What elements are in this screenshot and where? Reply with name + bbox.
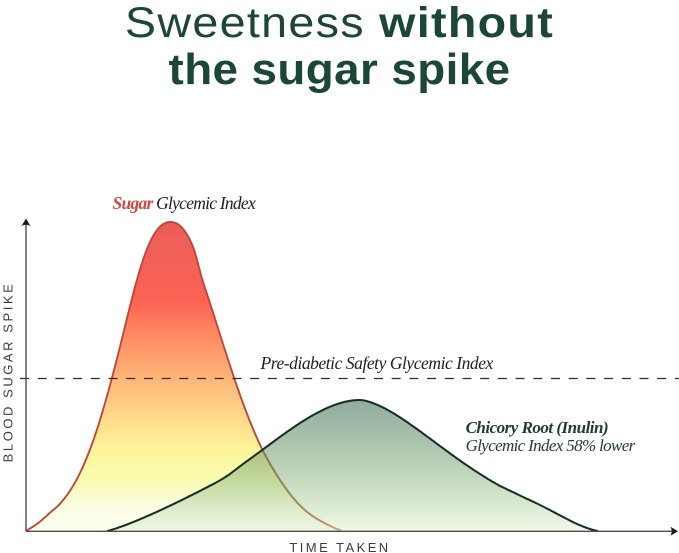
svg-text:Sugar Glycemic Index: Sugar Glycemic Index [113,193,256,213]
svg-text:Glycemic Index 58% lower: Glycemic Index 58% lower [466,436,636,455]
svg-text:TIME TAKEN: TIME TAKEN [289,540,390,553]
svg-text:Pre-diabetic Safety Glycemic I: Pre-diabetic Safety Glycemic Index [260,353,494,373]
svg-text:BLOOD SUGAR SPIKE: BLOOD SUGAR SPIKE [1,282,16,463]
svg-text:Chicory Root (Inulin): Chicory Root (Inulin) [466,418,609,437]
